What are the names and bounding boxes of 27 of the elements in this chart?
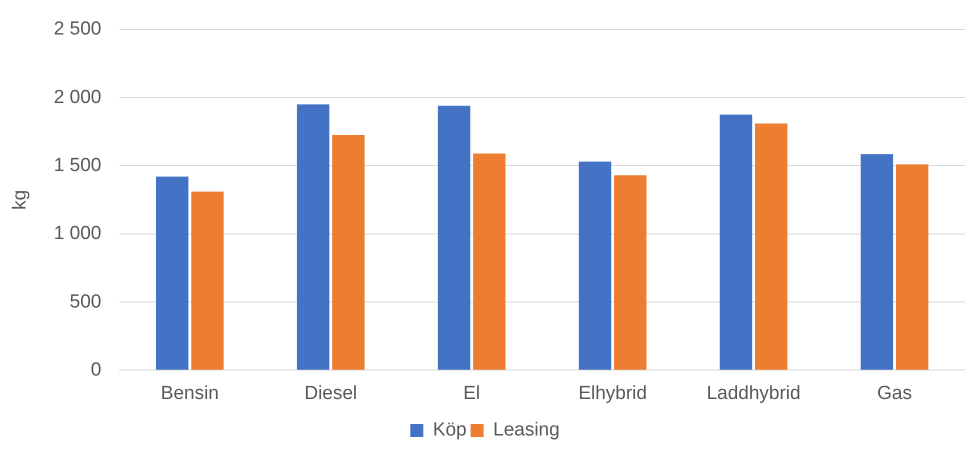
y-axis-title: kg xyxy=(10,190,31,210)
bar xyxy=(720,114,752,370)
bar xyxy=(296,104,330,370)
y-tick-label: 2 000 xyxy=(54,86,102,108)
bar xyxy=(578,162,612,370)
x-tick-label: Diesel xyxy=(304,382,358,404)
bar xyxy=(896,164,928,370)
bar xyxy=(754,123,788,370)
y-tick-label: 1 500 xyxy=(54,154,102,176)
legend-label: Köp xyxy=(432,420,467,441)
x-tick-label: Laddhybrid xyxy=(706,382,801,404)
y-tick-label: 0 xyxy=(90,359,102,380)
bar xyxy=(473,153,506,370)
bar xyxy=(438,106,470,370)
x-tick-label: Elhybrid xyxy=(578,382,647,404)
bar xyxy=(156,176,188,370)
y-tick-label: 2 500 xyxy=(54,18,102,40)
bar xyxy=(614,175,646,370)
y-tick-label: 500 xyxy=(70,291,102,312)
x-tick-label: Gas xyxy=(877,382,912,404)
bar xyxy=(332,135,365,370)
x-tick-label: Bensin xyxy=(160,382,219,404)
bar xyxy=(191,192,224,370)
x-tick-label: El xyxy=(463,382,480,404)
bar xyxy=(860,154,894,370)
y-tick-label: 1 000 xyxy=(54,223,102,244)
legend-label: Leasing xyxy=(493,420,560,441)
